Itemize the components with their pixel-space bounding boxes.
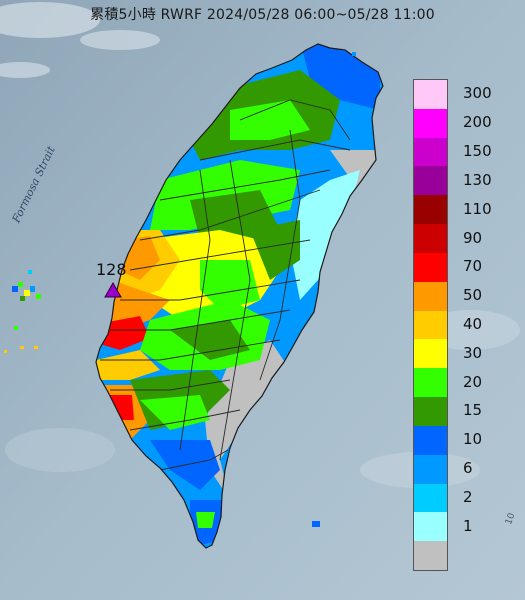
legend-label: 130 <box>463 170 492 189</box>
legend-swatch <box>414 512 447 542</box>
legend-label: 1 <box>463 516 473 535</box>
max-rainfall-label: 128 <box>96 260 127 279</box>
legend-swatch <box>414 252 447 283</box>
legend-swatch <box>414 224 447 254</box>
legend-swatch <box>414 425 447 456</box>
legend-label: 70 <box>463 257 483 276</box>
legend-label: 110 <box>463 199 492 218</box>
legend-label: 90 <box>463 228 483 247</box>
legend-swatch <box>414 310 447 340</box>
legend-label: 50 <box>463 286 483 305</box>
legend-swatch <box>414 108 447 139</box>
legend-label: 150 <box>463 142 492 161</box>
island-outline <box>95 43 384 549</box>
legend-swatch <box>414 368 447 398</box>
legend-swatch <box>414 339 447 369</box>
legend-color-bar <box>413 79 448 571</box>
boundary-lines <box>100 99 351 471</box>
legend-label: 10 <box>463 430 483 449</box>
legend-swatch <box>414 483 447 513</box>
orchid-island <box>352 52 356 56</box>
legend-swatch <box>414 454 447 485</box>
map-title: 累積5小時 RWRF 2024/05/28 06:00~05/28 11:00 <box>90 7 435 23</box>
legend-label: 200 <box>463 113 492 132</box>
legend-swatch <box>414 195 447 225</box>
legend-label: 20 <box>463 372 483 391</box>
legend-label: 2 <box>463 487 473 506</box>
triangle-icon <box>104 282 122 298</box>
legend-label: 40 <box>463 315 483 333</box>
legend-swatch <box>414 137 447 167</box>
legend-swatch <box>414 397 447 427</box>
legend-swatch <box>414 80 447 110</box>
legend-label: 300 <box>463 84 492 103</box>
legend-label: 6 <box>463 459 473 478</box>
color-legend: 300 200 150 130 110 90 70 50 40 30 20 15 10 6 2 1 <box>411 79 515 571</box>
green-island <box>312 521 320 527</box>
legend-label: 30 <box>463 343 483 362</box>
legend-swatch <box>414 166 447 196</box>
legend-swatch <box>414 541 447 571</box>
legend-swatch <box>414 281 447 312</box>
penghu-islands <box>4 270 41 353</box>
legend-label: 15 <box>463 401 483 420</box>
